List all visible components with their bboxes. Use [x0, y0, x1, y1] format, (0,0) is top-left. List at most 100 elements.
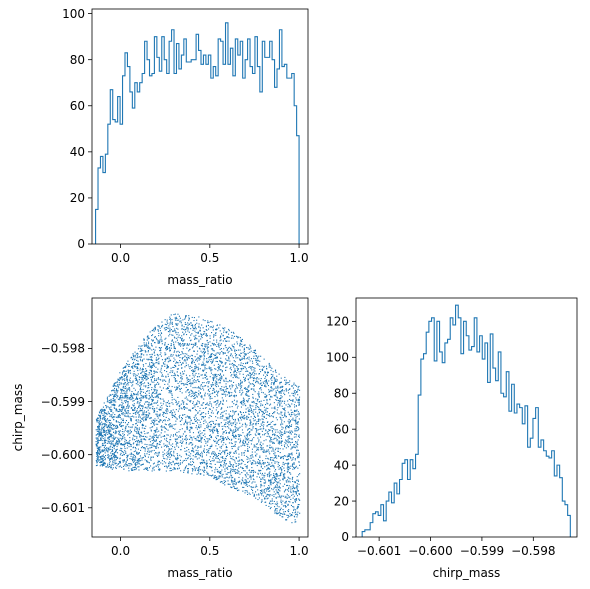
scatter-point [129, 437, 131, 439]
scatter-point [156, 428, 158, 430]
scatter-point [176, 319, 178, 321]
scatter-point [215, 344, 217, 346]
scatter-point [213, 460, 215, 462]
scatter-point [152, 406, 154, 408]
scatter-point [117, 444, 119, 446]
scatter-point [169, 453, 171, 455]
scatter-point [123, 375, 125, 377]
scatter-point [227, 347, 229, 349]
scatter-point [276, 396, 278, 398]
scatter-point [286, 456, 288, 458]
scatter-point [178, 351, 180, 353]
scatter-point [188, 343, 190, 345]
scatter-point [239, 416, 241, 418]
scatter-point [96, 438, 98, 440]
scatter-point [217, 435, 219, 437]
scatter-point [122, 437, 124, 439]
scatter-point [116, 424, 118, 426]
scatter-point [276, 440, 278, 442]
scatter-point [243, 398, 245, 400]
scatter-point [222, 366, 224, 368]
scatter-point [279, 398, 281, 400]
scatter-point [235, 373, 237, 375]
scatter-point [260, 400, 262, 402]
scatter-point [109, 432, 111, 434]
scatter-point [196, 428, 198, 430]
scatter-point [111, 409, 113, 411]
scatter-point [104, 417, 106, 419]
scatter-point [215, 373, 217, 375]
scatter-point [205, 463, 207, 465]
scatter-point [115, 451, 117, 453]
scatter-point [258, 395, 260, 397]
scatter-point [258, 463, 260, 465]
scatter-point [178, 431, 180, 433]
scatter-point [249, 431, 251, 433]
scatter-point [275, 423, 277, 425]
scatter-point [203, 450, 205, 452]
scatter-point [102, 444, 104, 446]
scatter-point [284, 473, 286, 475]
scatter-point [259, 360, 261, 362]
scatter-point [184, 431, 186, 433]
scatter-point [160, 398, 162, 400]
scatter-point [151, 421, 153, 423]
scatter-point [138, 414, 140, 416]
scatter-point [148, 467, 150, 469]
scatter-point [272, 441, 274, 443]
scatter-point [290, 473, 292, 475]
scatter-point [99, 456, 101, 458]
scatter-point [195, 439, 197, 441]
scatter-point [157, 325, 159, 327]
scatter-point [145, 415, 147, 417]
scatter-point [285, 488, 287, 490]
scatter-point [178, 344, 180, 346]
scatter-point [123, 444, 125, 446]
scatter-point [233, 399, 235, 401]
scatter-point [255, 461, 257, 463]
scatter-point [199, 392, 201, 394]
scatter-point [227, 436, 229, 438]
scatter-point [130, 393, 132, 395]
scatter-point [244, 403, 246, 405]
scatter-point [234, 487, 236, 489]
scatter-point [211, 397, 213, 399]
scatter-point [109, 430, 111, 432]
scatter-point [265, 429, 267, 431]
scatter-point [123, 405, 125, 407]
scatter-point [176, 318, 178, 320]
scatter-point [152, 399, 154, 401]
scatter-point [166, 364, 168, 366]
scatter-point [179, 417, 181, 419]
scatter-point [244, 464, 246, 466]
scatter-point [283, 421, 285, 423]
scatter-point [252, 418, 254, 420]
scatter-point [164, 352, 166, 354]
scatter-point [258, 441, 260, 443]
scatter-point [269, 423, 271, 425]
scatter-point [102, 435, 104, 437]
scatter-point [269, 502, 271, 504]
scatter-point [205, 329, 207, 331]
scatter-point [227, 352, 229, 354]
scatter-point [104, 425, 106, 427]
scatter-point [261, 447, 263, 449]
scatter-point [221, 361, 223, 363]
scatter-point [158, 468, 160, 470]
scatter-point [97, 437, 99, 439]
scatter-point [217, 432, 219, 434]
scatter-point [237, 357, 239, 359]
scatter-point [280, 397, 282, 399]
scatter-point [242, 402, 244, 404]
scatter-point [285, 480, 287, 482]
scatter-point [295, 509, 297, 511]
scatter-point [167, 400, 169, 402]
scatter-point [183, 471, 185, 473]
scatter-point [152, 435, 154, 437]
scatter-point [200, 335, 202, 337]
scatter-point [189, 438, 191, 440]
scatter-point [280, 413, 282, 415]
scatter-point [271, 494, 273, 496]
scatter-point [249, 404, 251, 406]
scatter-point [152, 365, 154, 367]
